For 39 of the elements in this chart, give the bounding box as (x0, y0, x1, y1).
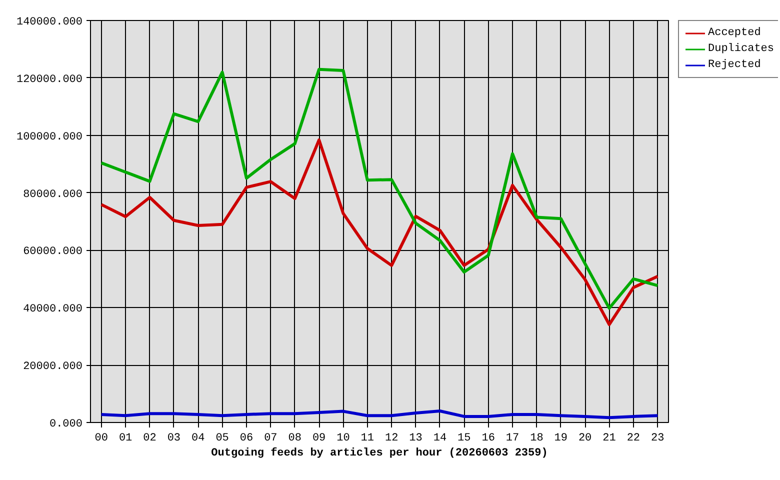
legend-label: Duplicates (708, 43, 774, 55)
line-series (100, 410, 660, 420)
y-tick-label: 20000.000 (23, 361, 83, 374)
x-tick-label: 06 (240, 432, 254, 444)
x-tick-label: 10 (336, 432, 350, 444)
x-tick-label: 16 (482, 432, 495, 444)
line-series (100, 68, 660, 310)
x-tick-label: 15 (458, 432, 471, 444)
x-axis-title: Outgoing feeds by articles per hour (20260603 2359) (211, 446, 548, 460)
y-tick-label: 140000.000 (16, 16, 83, 28)
x-tick-label: 00 (94, 432, 108, 444)
x-tick-label: 11 (360, 432, 374, 444)
x-tick-label: 04 (192, 432, 206, 444)
x-tick-label: 12 (384, 432, 398, 444)
y-tick-label: 0.000 (49, 418, 83, 430)
x-tick-label: 14 (433, 432, 447, 444)
x-tick-label: 19 (554, 432, 568, 444)
x-tick-label: 13 (409, 432, 422, 444)
x-tick-label: 17 (506, 432, 520, 444)
x-tick-label: 18 (530, 432, 544, 444)
x-tick-label: 09 (312, 432, 326, 444)
x-tick-label: 08 (288, 432, 302, 444)
line-series (100, 138, 660, 326)
x-tick-label: 21 (602, 432, 616, 444)
x-tick-label: 22 (626, 432, 640, 444)
x-tick-label: 23 (651, 432, 664, 444)
y-tick-label: 60000.000 (23, 246, 83, 258)
x-tick-label: 07 (264, 432, 278, 444)
y-tick-label: 100000.000 (16, 131, 83, 144)
legend-label: Rejected (708, 59, 761, 71)
legend-label: Accepted (708, 27, 761, 39)
y-tick-label: 120000.000 (16, 74, 83, 86)
y-tick-label: 40000.000 (23, 304, 83, 316)
x-tick-label: 01 (118, 432, 133, 444)
x-tick-label: 03 (167, 432, 181, 444)
x-tick-label: 05 (216, 432, 229, 444)
x-tick-label: 20 (578, 432, 592, 444)
y-tick-label: 80000.000 (23, 188, 83, 201)
x-tick-label: 02 (143, 432, 156, 444)
